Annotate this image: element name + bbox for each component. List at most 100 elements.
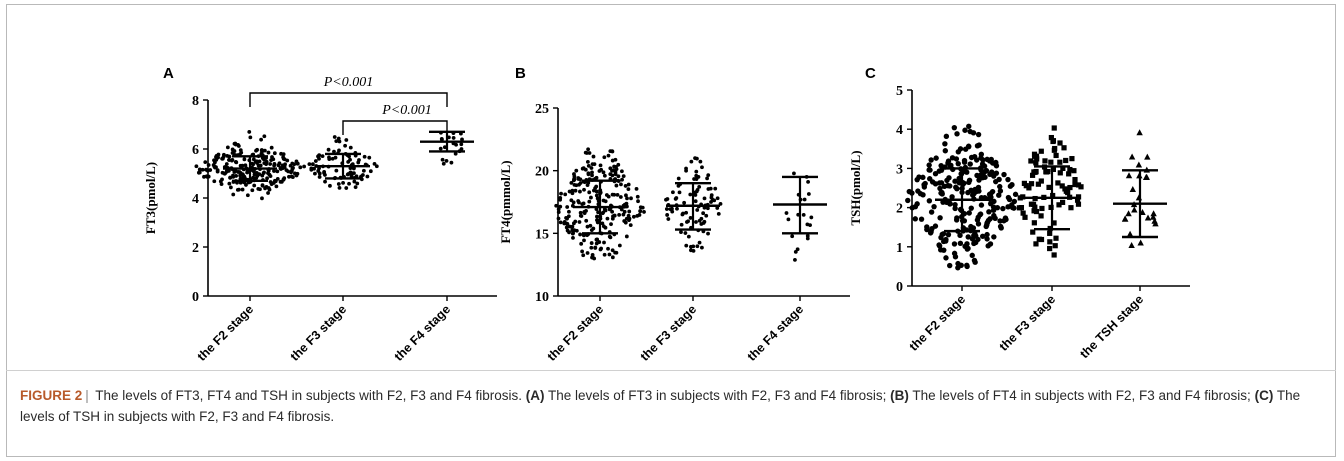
data-point: [706, 231, 710, 236]
data-point: [442, 145, 447, 150]
data-point: [621, 174, 626, 179]
data-point: [905, 197, 911, 204]
data-point: [231, 192, 236, 197]
data-point: [262, 161, 267, 166]
data-point: [282, 157, 287, 162]
data-point: [1144, 153, 1151, 160]
data-point: [1020, 210, 1026, 216]
data-point: [1000, 205, 1006, 212]
data-point: [1016, 205, 1022, 211]
data-point: [567, 209, 571, 214]
data-point: [317, 153, 322, 158]
data-point: [577, 220, 582, 224]
data-point: [237, 187, 241, 192]
data-point: [454, 142, 458, 147]
data-point: [936, 242, 942, 248]
data-point: [954, 131, 960, 137]
significance-label: P<0.001: [381, 103, 432, 118]
data-point: [945, 182, 951, 189]
data-point: [931, 203, 937, 210]
data-point: [1034, 156, 1040, 162]
data-point: [993, 163, 1000, 169]
data-point: [603, 207, 608, 212]
data-point: [259, 137, 263, 142]
data-point: [584, 209, 588, 213]
data-point: [232, 170, 237, 174]
data-point: [202, 174, 206, 179]
data-point: [332, 135, 337, 139]
y-tick-label: 0: [896, 280, 903, 295]
significance-label: P<0.001: [323, 75, 374, 90]
data-point: [438, 146, 443, 151]
data-point: [682, 200, 687, 205]
data-point: [1002, 215, 1009, 221]
data-point: [614, 183, 619, 188]
data-point: [262, 134, 267, 139]
data-point: [693, 199, 698, 204]
data-point: [997, 218, 1003, 224]
data-point: [212, 179, 217, 184]
data-point: [943, 133, 950, 140]
data-point: [589, 228, 594, 233]
data-point: [440, 157, 445, 162]
data-point: [979, 233, 986, 239]
y-tick-label: 25: [535, 102, 549, 117]
data-point: [278, 166, 283, 171]
data-point: [695, 208, 700, 212]
data-point: [612, 213, 617, 218]
data-point: [577, 182, 581, 187]
data-point: [622, 209, 627, 214]
data-point: [200, 167, 205, 172]
data-point: [567, 189, 572, 194]
data-point: [298, 165, 303, 170]
data-point: [558, 195, 563, 200]
x-category-label: the F2 stage: [907, 292, 969, 354]
data-point: [801, 212, 806, 217]
x-category-label: the F3 stage: [288, 302, 350, 364]
panel-letter: C: [865, 65, 876, 82]
data-point: [610, 168, 614, 173]
data-point: [793, 249, 798, 254]
data-point: [231, 173, 235, 178]
data-point: [613, 172, 618, 177]
data-point: [597, 169, 602, 173]
data-point: [612, 164, 616, 169]
caption-part-b-text: The levels of FT4 in subjects with F2, F…: [912, 388, 1251, 403]
y-tick-label: 10: [535, 290, 549, 305]
data-point: [966, 123, 972, 130]
data-point: [629, 196, 633, 201]
data-point: [590, 173, 594, 178]
data-point: [1057, 170, 1063, 176]
y-axis-label: TSH(pmol/L): [848, 150, 863, 225]
data-point: [955, 160, 961, 167]
data-point: [952, 201, 958, 208]
data-point: [666, 217, 671, 221]
data-point: [1046, 184, 1052, 191]
data-point: [279, 151, 284, 156]
data-point: [937, 215, 943, 221]
data-point: [203, 160, 208, 165]
data-point: [272, 151, 277, 156]
data-point: [208, 168, 213, 172]
data-point: [949, 194, 955, 200]
data-point: [238, 148, 243, 153]
data-point: [602, 173, 607, 178]
data-point: [1005, 176, 1011, 183]
data-point: [806, 192, 811, 196]
data-point: [986, 209, 992, 215]
data-point: [571, 231, 575, 235]
data-point: [676, 183, 681, 188]
data-point: [989, 169, 995, 175]
data-point: [1033, 241, 1039, 247]
data-point: [912, 216, 918, 222]
data-point: [968, 205, 974, 211]
data-point: [323, 173, 327, 177]
data-point: [706, 173, 711, 178]
data-point: [809, 215, 814, 220]
data-point: [1050, 166, 1056, 173]
data-point: [589, 241, 594, 245]
data-point: [918, 216, 925, 222]
data-point: [238, 163, 243, 168]
data-point: [716, 211, 721, 216]
data-point: [941, 247, 947, 253]
